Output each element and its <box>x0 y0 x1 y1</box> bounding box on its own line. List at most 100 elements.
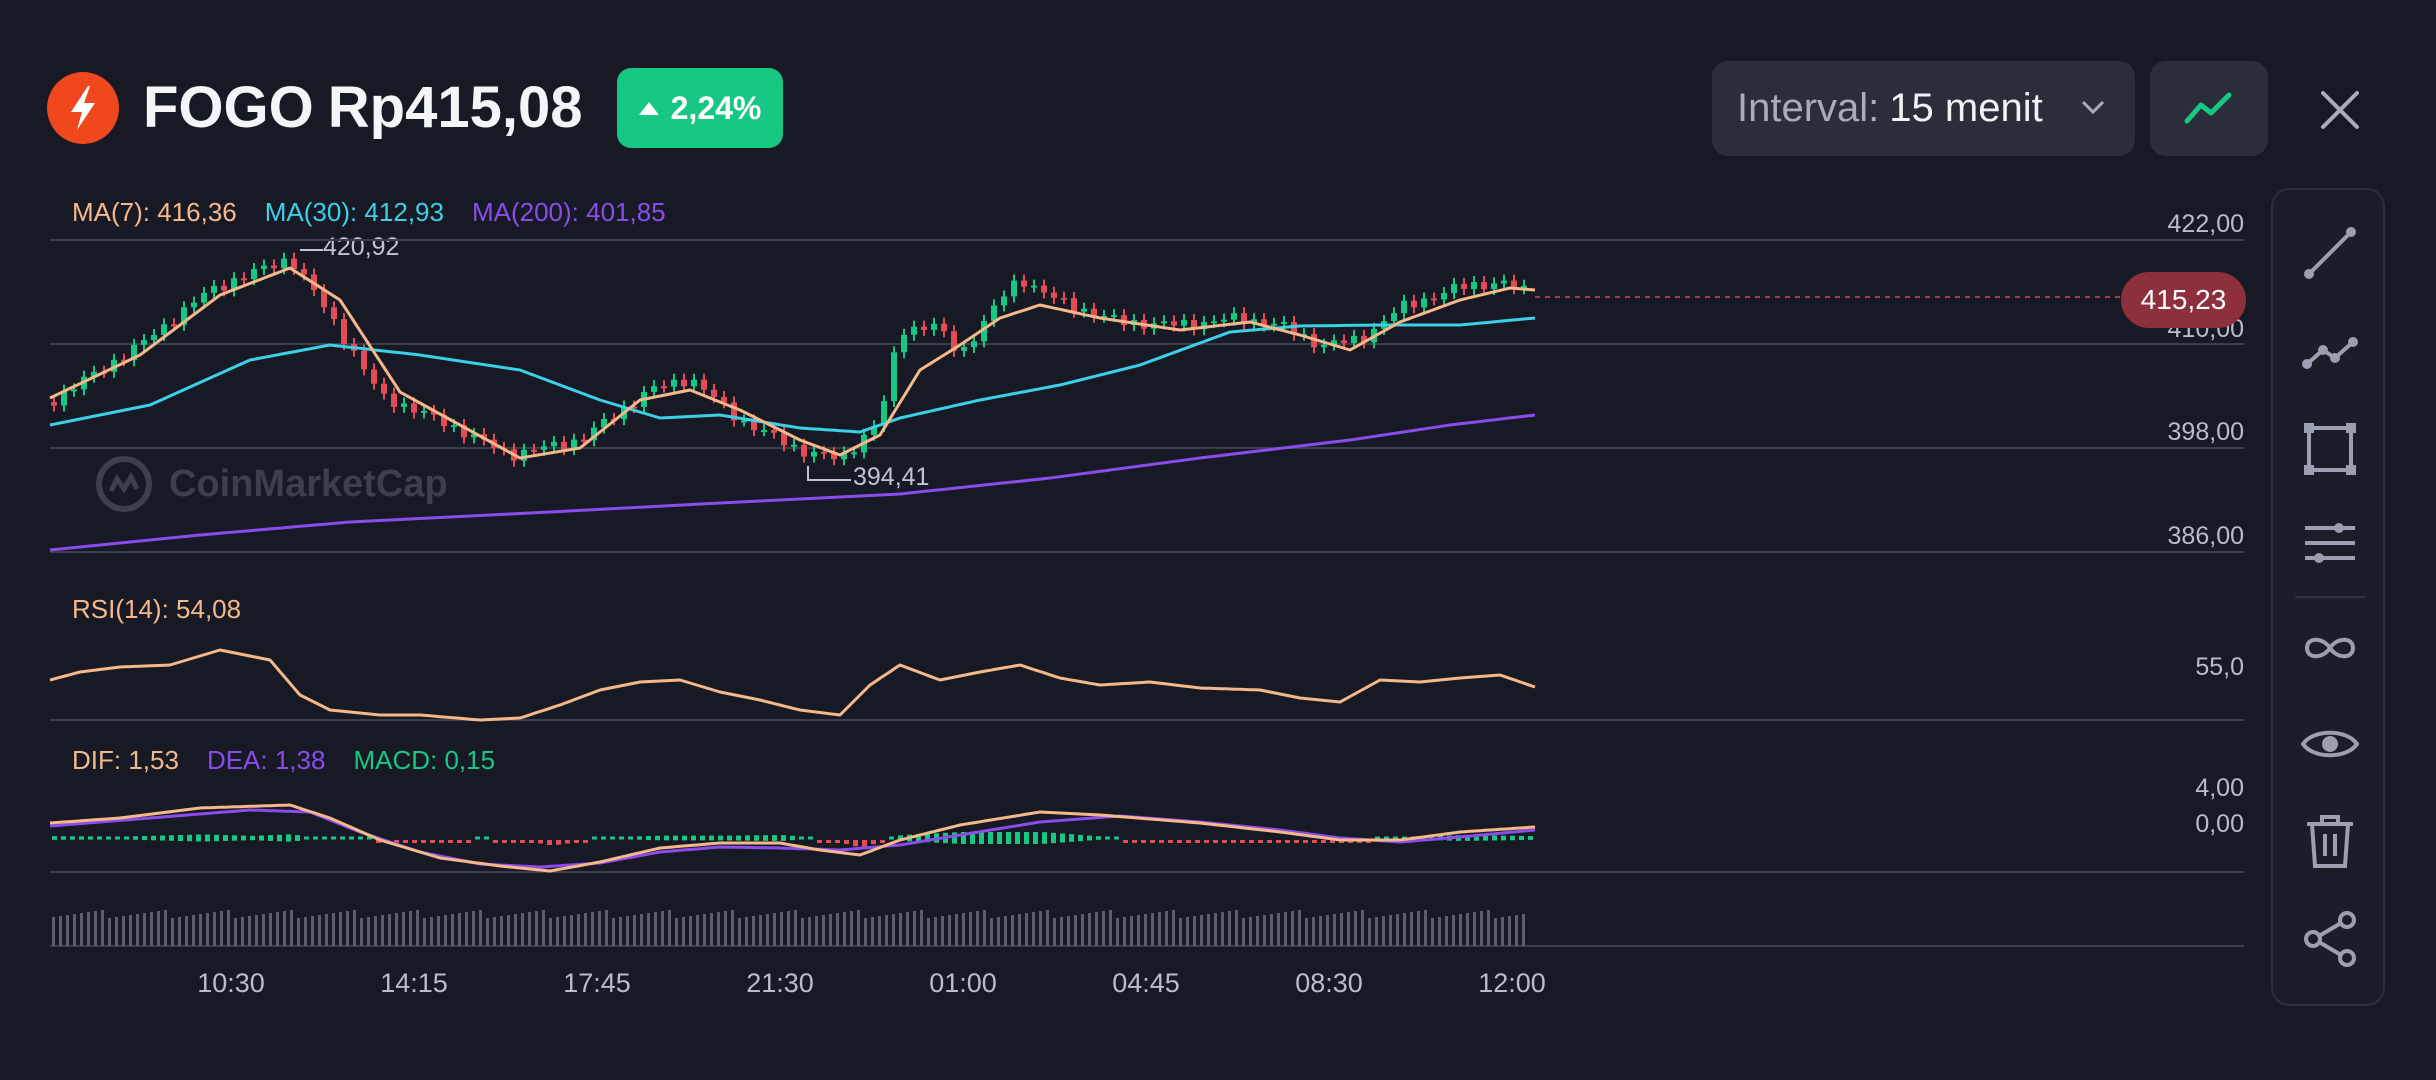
macd-bar <box>214 834 219 842</box>
volume-bar <box>570 915 573 946</box>
delete-tool[interactable] <box>2288 799 2372 883</box>
macd-axis-label: 4,00 <box>2195 774 2244 802</box>
candle-body <box>801 444 807 457</box>
time-label: 12:00 <box>1478 968 1546 998</box>
macd-bar <box>1132 840 1137 843</box>
volume-bar <box>1473 912 1476 946</box>
volume-bar <box>500 916 503 946</box>
volume-bar <box>325 914 328 946</box>
macd-bar <box>565 840 570 844</box>
macd-bar <box>853 840 858 847</box>
volume-bar <box>297 918 300 946</box>
low-price-label: 394,41 <box>853 463 930 491</box>
macd-bar <box>1240 840 1245 843</box>
candle-body <box>931 323 937 330</box>
macd-bar <box>808 836 813 840</box>
infinity-tool[interactable] <box>2288 606 2372 690</box>
volume-bar <box>948 915 951 946</box>
macd-bar <box>520 840 525 843</box>
candle-body <box>651 386 657 392</box>
macd-bar <box>1528 836 1533 840</box>
volume-bar <box>780 912 783 946</box>
close-button[interactable] <box>2300 70 2380 150</box>
macd-bar <box>1060 833 1065 843</box>
volume-bar <box>122 916 125 946</box>
ma200-legend: MA(200): 401,85 <box>471 197 666 227</box>
rectangle-icon <box>2304 423 2356 475</box>
volume-bar <box>1235 910 1238 946</box>
volume-bar <box>1494 918 1497 946</box>
ma-legend: MA(7): 416,36 MA(30): 412,93 MA(200): 401,… <box>72 197 694 228</box>
ma7-legend: MA(7): 416,36 <box>72 197 237 227</box>
macd-bar <box>664 835 669 841</box>
volume-bar <box>850 911 853 946</box>
macd-bar <box>1510 835 1515 841</box>
volume-bar <box>962 913 965 946</box>
macd-bar <box>223 835 228 841</box>
volume-bar <box>388 914 391 946</box>
macd-bar <box>601 836 606 840</box>
interval-dropdown[interactable]: Interval: 15 menit <box>1712 61 2135 156</box>
macd-bar <box>574 840 579 843</box>
volume-bar <box>1165 911 1168 946</box>
macd-bar <box>871 840 876 845</box>
volume-bar <box>1270 914 1273 946</box>
macd-bar <box>1258 840 1263 843</box>
candle-body <box>91 371 97 377</box>
candle-body <box>1071 298 1077 312</box>
trend-line-tool[interactable] <box>2288 211 2372 295</box>
volume-bar <box>591 912 594 946</box>
candle-body <box>581 439 587 442</box>
candle-body <box>951 331 957 351</box>
volume-bar <box>1515 915 1518 946</box>
candle-body <box>1171 321 1177 326</box>
volume-bar <box>304 917 307 946</box>
volume-bar <box>1501 917 1504 946</box>
candle-body <box>731 402 737 421</box>
volume-bar <box>1025 913 1028 946</box>
macd-bar <box>430 840 435 843</box>
volume-bar <box>346 911 349 946</box>
macd-bar <box>1006 832 1011 844</box>
parallel-lines-tool[interactable] <box>2288 501 2372 585</box>
volume-bar <box>52 917 55 946</box>
volume-bar <box>941 916 944 946</box>
price-axis-label: 398,00 <box>2167 418 2244 446</box>
macd-bar <box>241 835 246 841</box>
high-price-label: 420,92 <box>323 233 400 261</box>
macd-bar <box>610 836 615 840</box>
arrow-up-icon <box>638 101 659 115</box>
macd-bar <box>880 840 885 843</box>
volume-bar <box>955 914 958 946</box>
volume-bar <box>1305 918 1308 946</box>
macd-bar <box>1501 835 1506 841</box>
macd-bar <box>700 835 705 841</box>
macd-bar <box>1195 840 1200 843</box>
candle-body <box>911 326 917 335</box>
share-tool[interactable] <box>2288 897 2372 981</box>
macd-bar <box>1015 832 1020 844</box>
visibility-tool[interactable] <box>2288 702 2372 786</box>
polyline-tool[interactable] <box>2288 309 2372 393</box>
candle-body <box>1291 321 1297 335</box>
close-icon <box>2321 91 2359 129</box>
volume-bar <box>535 911 538 946</box>
volume-bar <box>731 910 734 946</box>
volume-bar <box>220 911 223 946</box>
candle-body <box>991 305 997 321</box>
macd-bar <box>1465 835 1470 841</box>
macd-bar <box>1321 840 1326 843</box>
candle-body <box>751 420 757 431</box>
drawing-toolbar <box>2271 188 2385 1006</box>
macd-bar <box>502 840 507 843</box>
chart-type-button[interactable] <box>2150 61 2268 156</box>
macd-bar <box>1231 840 1236 843</box>
macd-bar <box>1330 840 1335 843</box>
candle-body <box>741 420 747 423</box>
rectangle-tool[interactable] <box>2288 407 2372 491</box>
volume-bar <box>899 913 902 946</box>
polyline-icon <box>2302 337 2358 369</box>
candle-body <box>1191 320 1197 330</box>
macd-bar <box>1069 834 1074 842</box>
